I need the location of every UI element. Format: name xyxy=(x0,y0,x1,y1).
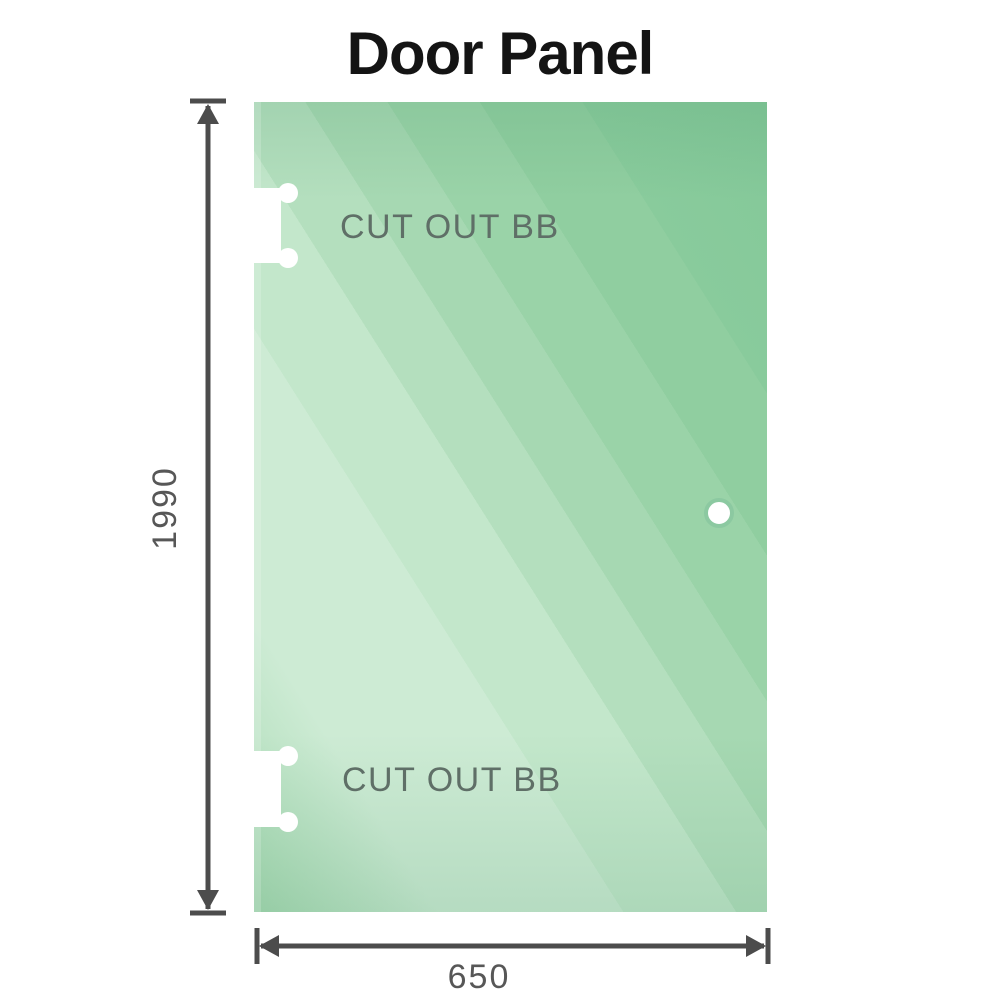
arrowhead-up-icon xyxy=(197,104,219,124)
glass-panel xyxy=(254,102,767,912)
page-title: Door Panel xyxy=(346,20,655,87)
hinge-cutout-bottom xyxy=(252,746,298,832)
height-dimension-label: 1990 xyxy=(146,466,184,550)
arrowhead-down-icon xyxy=(197,890,219,910)
cutout-drill-hole xyxy=(278,248,298,268)
glass-panel-edge-highlight xyxy=(254,102,261,912)
cutout-label-top: CUT OUT BB xyxy=(340,208,560,246)
hinge-cutout-top xyxy=(252,183,298,268)
cutout-notch xyxy=(252,188,281,263)
width-dimension-label: 650 xyxy=(448,958,511,996)
cutout-drill-hole xyxy=(278,812,298,832)
arrowhead-left-icon xyxy=(259,935,279,957)
cutout-drill-hole xyxy=(278,183,298,203)
glass-panel-shading xyxy=(254,102,767,912)
cutout-notch xyxy=(252,751,281,827)
height-dimension: 1990 xyxy=(146,98,226,916)
cutout-label-bottom: CUT OUT BB xyxy=(342,761,562,799)
cutout-drill-hole xyxy=(278,746,298,766)
arrowhead-right-icon xyxy=(746,935,766,957)
handle-hole xyxy=(704,498,734,528)
width-dimension: 650 xyxy=(254,928,771,996)
